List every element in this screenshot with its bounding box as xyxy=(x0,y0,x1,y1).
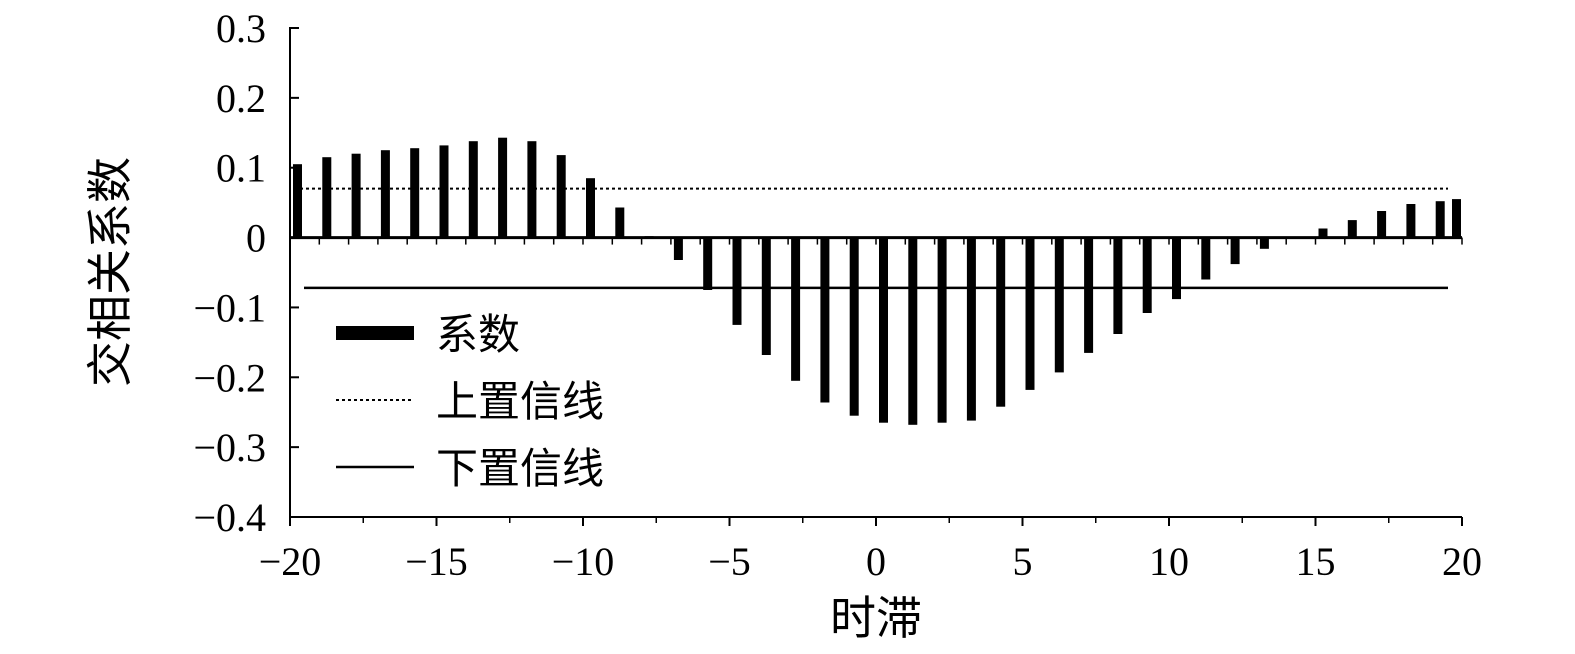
bar-lag-10 xyxy=(1172,237,1181,300)
bar-lag--6 xyxy=(703,237,713,290)
legend: 系数 上置信线 下置信线 xyxy=(336,310,604,493)
x-tick-label: −20 xyxy=(259,539,322,584)
bar-lag-12 xyxy=(1230,237,1240,265)
bar-lag-20 xyxy=(1452,199,1461,238)
bar-lag--20 xyxy=(293,164,302,238)
bar-lag-15 xyxy=(1318,228,1328,238)
legend-label-upper: 上置信线 xyxy=(436,377,604,426)
bar-lag-1 xyxy=(908,237,918,425)
bar-lag-13 xyxy=(1259,237,1269,249)
legend-swatch-bar xyxy=(336,326,414,340)
bar-lag-3 xyxy=(966,237,976,421)
bar-lag-0 xyxy=(879,237,888,423)
bar-lag--1 xyxy=(849,237,859,416)
bar-lag--9 xyxy=(615,207,625,238)
bar-lag--13 xyxy=(498,137,508,238)
y-tick-label: 0 xyxy=(246,216,266,261)
bar-lag--12 xyxy=(527,141,537,238)
bars-group xyxy=(293,137,1461,425)
bar-lag--3 xyxy=(791,237,801,381)
y-axis-title: 交相关系数 xyxy=(83,157,137,387)
x-tick-label: −15 xyxy=(405,539,468,584)
bar-lag--5 xyxy=(732,237,742,325)
bar-lag--18 xyxy=(351,153,361,238)
bar-lag-18 xyxy=(1406,204,1416,238)
bar-lag-16 xyxy=(1347,220,1357,238)
bar-lag-9 xyxy=(1142,237,1152,313)
y-tick-label: −0.2 xyxy=(193,355,266,400)
bar-lag-5 xyxy=(1025,237,1035,390)
x-tick-label: −5 xyxy=(708,539,751,584)
bar-lag--7 xyxy=(673,237,683,260)
bar-lag--16 xyxy=(410,148,420,238)
x-axis-title: 时滞 xyxy=(830,591,922,645)
x-tick-label: 0 xyxy=(866,539,886,584)
bar-lag--15 xyxy=(439,145,449,238)
bar-lag--10 xyxy=(586,178,595,238)
y-tick-label: 0.2 xyxy=(216,76,266,121)
x-tick-label: −10 xyxy=(552,539,615,584)
bar-lag-7 xyxy=(1084,237,1094,353)
bar-lag-8 xyxy=(1113,237,1123,334)
bar-lag-4 xyxy=(996,237,1006,407)
x-tick-label: 10 xyxy=(1149,539,1189,584)
bar-lag--4 xyxy=(761,237,771,355)
x-tick-label: 5 xyxy=(1013,539,1033,584)
bar-lag--2 xyxy=(820,237,830,403)
y-tick-label: −0.3 xyxy=(193,425,266,470)
bar-lag-17 xyxy=(1377,211,1387,238)
bar-lag--11 xyxy=(556,155,566,238)
y-tick-label: −0.4 xyxy=(193,495,266,540)
bar-lag-2 xyxy=(937,237,947,423)
legend-label-bar: 系数 xyxy=(436,310,520,359)
y-tick-label: −0.1 xyxy=(193,285,266,330)
y-tick-label: 0.1 xyxy=(216,146,266,191)
bar-lag--14 xyxy=(468,141,478,238)
ticks-group: −20 −15 −10 −5 0 5 10 15 20 −0.4 −0.3 −0.2 −0.1 0 0.1 0… xyxy=(193,6,1482,584)
bar-lag-6 xyxy=(1054,237,1064,373)
x-tick-label: 15 xyxy=(1296,539,1336,584)
bar-lag--19 xyxy=(322,157,332,238)
y-tick-label: 0.3 xyxy=(216,6,266,51)
bar-lag-11 xyxy=(1201,237,1211,280)
legend-label-lower: 下置信线 xyxy=(436,444,604,493)
bar-lag--17 xyxy=(380,150,390,238)
bar-lag-19 xyxy=(1435,201,1445,238)
x-tick-label: 20 xyxy=(1442,539,1482,584)
